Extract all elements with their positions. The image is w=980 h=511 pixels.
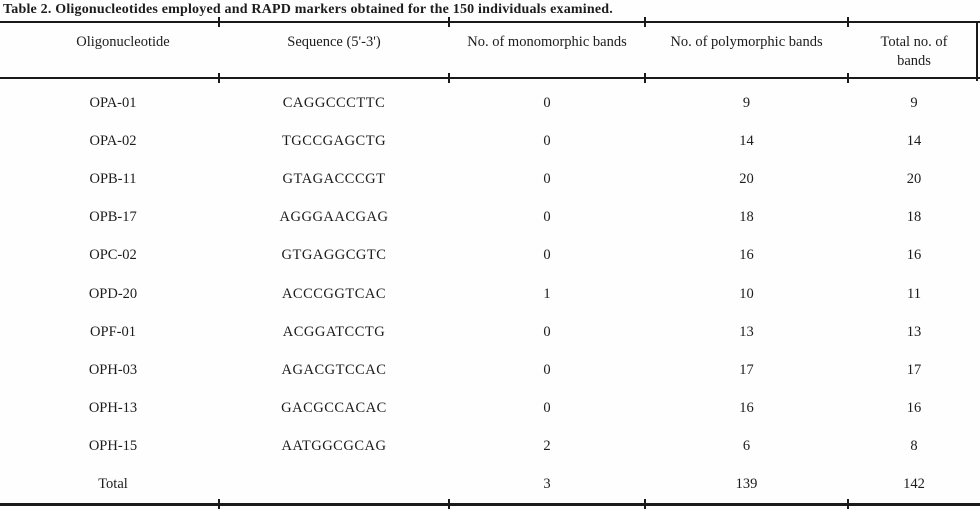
oligonucleotide-cell: Total	[98, 476, 128, 493]
total-row: Total 3 139 142	[0, 466, 980, 504]
column-header-polymorphic-bands: No. of polymorphic bands	[670, 34, 823, 50]
polymorphic-cell: 6	[742, 438, 751, 455]
total-cell: 18	[906, 209, 922, 226]
column-tick	[448, 73, 450, 83]
column-header-monomorphic-bands: No. of monomorphic bands	[467, 34, 627, 50]
oligonucleotide-cell: OPA-01	[89, 94, 137, 111]
column-tick	[218, 499, 220, 509]
column-header-total-bands: Total no. of bands	[880, 34, 948, 69]
oligonucleotide-cell: OPB-11	[89, 170, 137, 187]
sequence-cell: ACGGATCCTG	[282, 323, 386, 340]
table-row: OPB-17 AGGGAACGAG 0 18 18	[0, 199, 980, 237]
total-cell: 16	[906, 400, 922, 417]
polymorphic-cell: 16	[739, 247, 754, 264]
total-cell: 11	[907, 285, 921, 302]
polymorphic-cell: 10	[739, 285, 754, 302]
column-tick	[218, 73, 220, 83]
table-row: OPD-20 ACCCGGTCAC 1 10 11	[0, 275, 980, 313]
monomorphic-cell: 0	[543, 94, 551, 111]
oligonucleotide-cell: OPH-13	[88, 400, 138, 417]
total-cell: 17	[906, 361, 922, 378]
total-cell: 9	[910, 94, 918, 111]
table-caption: Table 2. Oligonucleotides employed and R…	[3, 2, 613, 17]
oligonucleotide-cell: OPH-03	[88, 361, 138, 378]
sequence-cell: GTGAGGCGTC	[281, 247, 387, 264]
column-tick	[448, 17, 450, 27]
table-row: OPB-11 GTAGACCCGT 0 20 20	[0, 160, 980, 198]
column-header-sequence: Sequence (5'-3')	[287, 34, 381, 50]
total-cell: 20	[906, 170, 922, 187]
sequence-cell: ACCCGGTCAC	[281, 285, 387, 302]
sequence-cell	[219, 466, 449, 504]
polymorphic-cell: 18	[739, 209, 754, 226]
sequence-cell: AGGGAACGAG	[279, 209, 389, 226]
monomorphic-cell: 0	[543, 209, 551, 226]
monomorphic-cell: 0	[543, 132, 551, 149]
table-row: OPH-15 AATGGCGCAG 2 6 8	[0, 428, 980, 466]
sequence-cell: AGACGTCCAC	[281, 361, 387, 378]
polymorphic-cell: 20	[739, 170, 754, 187]
polymorphic-cell: 14	[739, 132, 754, 149]
sequence-cell: CAGGCCCTTC	[282, 94, 386, 111]
total-cell: 16	[906, 247, 922, 264]
column-header-oligonucleotide: Oligonucleotide	[76, 34, 170, 50]
table-row: OPA-01 CAGGCCCTTC 0 9 9	[0, 84, 980, 122]
sequence-cell: GACGCCACAC	[281, 400, 387, 417]
table-row: OPH-13 GACGCCACAC 0 16 16	[0, 390, 980, 428]
polymorphic-cell: 9	[742, 94, 751, 111]
column-tick	[448, 499, 450, 509]
oligonucleotide-cell: OPB-17	[89, 209, 137, 226]
column-tick	[644, 499, 646, 509]
header-right-border	[976, 21, 978, 81]
monomorphic-cell: 1	[543, 285, 551, 302]
monomorphic-cell: 0	[543, 323, 551, 340]
oligonucleotide-cell: OPH-15	[88, 438, 138, 455]
sequence-cell: AATGGCGCAG	[281, 438, 387, 455]
column-tick	[218, 17, 220, 27]
polymorphic-cell: 139	[735, 476, 758, 493]
table-row: OPC-02 GTGAGGCGTC 0 16 16	[0, 237, 980, 275]
table-row: OPF-01 ACGGATCCTG 0 13 13	[0, 313, 980, 351]
sequence-cell: GTAGACCCGT	[282, 170, 386, 187]
column-tick	[644, 17, 646, 27]
oligonucleotide-cell: OPC-02	[89, 247, 137, 264]
sequence-cell: TGCCGAGCTG	[281, 132, 387, 149]
oligonucleotide-cell: OPD-20	[88, 285, 138, 302]
column-tick	[847, 17, 849, 27]
column-tick	[847, 73, 849, 83]
total-cell: 142	[903, 476, 925, 493]
bottom-rule	[0, 503, 980, 506]
monomorphic-cell: 0	[543, 400, 551, 417]
polymorphic-cell: 13	[739, 323, 754, 340]
polymorphic-cell: 16	[739, 400, 754, 417]
table-row: OPA-02 TGCCGAGCTG 0 14 14	[0, 122, 980, 160]
total-cell: 8	[910, 438, 918, 455]
column-tick	[847, 499, 849, 509]
column-tick	[644, 73, 646, 83]
oligonucleotide-cell: OPF-01	[90, 323, 136, 340]
table-row: OPH-03 AGACGTCCAC 0 17 17	[0, 351, 980, 389]
oligonucleotide-cell: OPA-02	[89, 132, 137, 149]
monomorphic-cell: 2	[543, 438, 551, 455]
table-header-row: Oligonucleotide Sequence (5'-3') No. of …	[0, 23, 980, 77]
monomorphic-cell: 0	[543, 247, 551, 264]
total-cell: 13	[906, 323, 922, 340]
total-cell: 14	[906, 132, 922, 149]
monomorphic-cell: 0	[543, 170, 551, 187]
polymorphic-cell: 17	[739, 361, 754, 378]
header-rule	[0, 77, 980, 79]
table-body: OPA-01 CAGGCCCTTC 0 9 9 OPA-02 TGCCGAGCTG 0 14 14…	[0, 84, 980, 504]
top-rule	[0, 21, 980, 23]
monomorphic-cell: 0	[543, 361, 551, 378]
monomorphic-cell: 3	[543, 476, 551, 493]
